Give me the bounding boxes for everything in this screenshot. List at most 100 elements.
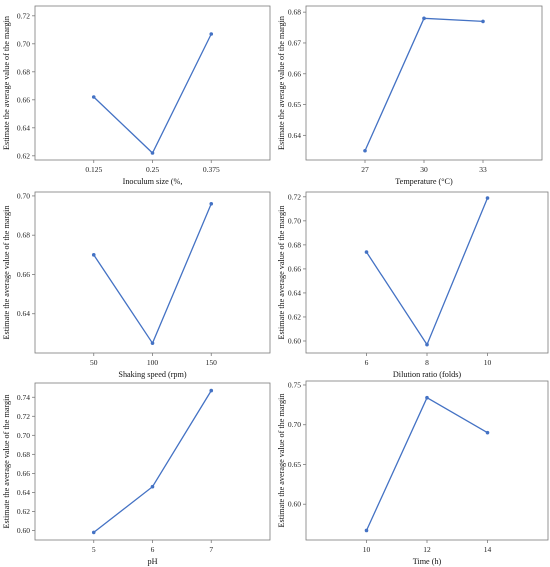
y-tick-label: 0.75 (288, 380, 301, 389)
y-axis-label: Estimate the average value of the margin (2, 16, 11, 150)
y-tick-label: 0.64 (288, 288, 301, 297)
data-point (364, 528, 369, 533)
y-tick-label: 0.66 (288, 264, 301, 273)
y-tick-label: 0.62 (17, 507, 30, 516)
chart-svg: 0.60 0.65 0.70 0.75 10 12 14 Time (h) Estimate t… (277, 380, 549, 566)
data-point (150, 151, 155, 155)
chart-svg: 0.62 0.64 0.66 0.68 0.70 0.72 0.125 0.25 0.375 In… (2, 5, 271, 186)
x-tick-label: 10 (484, 358, 492, 367)
data-point (485, 430, 490, 435)
y-tick-label: 0.64 (17, 488, 30, 497)
y-tick-label: 0.62 (288, 312, 301, 321)
y-tick-label: 0.70 (288, 420, 301, 429)
chart-svg: 0.60 0.62 0.64 0.66 0.68 0.70 0.72 0.74 5 6 7 pH Est… (2, 382, 271, 566)
y-tick-label: 0.74 (17, 393, 30, 402)
x-tick-label: 50 (90, 358, 98, 367)
y-axis-label: Estimate the average value of the margin (277, 16, 286, 150)
x-axis-label: pH (147, 557, 157, 566)
data-point (363, 148, 367, 153)
data-point (209, 32, 214, 36)
chart-panel-5: 0.60 0.62 0.64 0.66 0.68 0.70 0.72 0.74 5 6 7 pH Est… (0, 378, 275, 567)
data-point (425, 395, 429, 400)
data-point (209, 201, 214, 206)
x-tick-label: 150 (206, 358, 218, 367)
series-line (93, 203, 212, 345)
chart-panel-3: 0.64 0.66 0.68 0.70 50 100 150 Shaking speed (r… (0, 189, 275, 379)
y-tick-label: 0.68 (288, 8, 301, 17)
y-tick-label: 0.67 (288, 38, 301, 47)
series-line (365, 396, 488, 531)
y-tick-label: 0.68 (17, 450, 30, 459)
x-tick-label: 27 (361, 165, 369, 174)
x-tick-label: 12 (423, 545, 431, 554)
plot-frame (305, 191, 549, 354)
y-tick-label: 0.60 (288, 336, 301, 345)
y-tick-label: 0.65 (288, 100, 301, 109)
data-point (422, 16, 426, 21)
y-tick-label: 0.60 (288, 500, 301, 509)
x-tick-label: 10 (363, 545, 371, 554)
y-tick-label: 0.64 (17, 123, 30, 132)
x-axis-label: Temperature (°C) (395, 177, 453, 186)
plot-frame (34, 382, 271, 541)
y-tick-label: 0.64 (17, 309, 30, 318)
y-axis-label: Estimate the average value of the margin (277, 394, 286, 528)
y-axis-label: Estimate the average value of the margin (2, 206, 11, 340)
plot-frame (305, 5, 543, 161)
x-tick-label: 33 (479, 165, 487, 174)
x-tick-label: 100 (147, 358, 159, 367)
x-axis-label: Time (h) (413, 557, 442, 566)
x-tick-label: 30 (420, 165, 428, 174)
y-axis-label: Estimate the average value of the margin (2, 395, 11, 529)
x-tick-label: 0.125 (85, 165, 102, 174)
y-tick-label: 0.60 (17, 526, 30, 535)
y-tick-label: 0.70 (17, 431, 30, 440)
y-tick-label: 0.72 (17, 11, 30, 20)
plot-frame (34, 191, 271, 354)
data-point (481, 19, 485, 24)
data-point (209, 388, 214, 393)
x-axis-label: Shaking speed (rpm) (118, 370, 186, 379)
plot-frame (305, 380, 549, 541)
x-tick-label: 5 (92, 545, 96, 554)
x-axis-label: Dilution ratio (folds) (393, 370, 461, 379)
series-line (93, 33, 212, 155)
y-tick-label: 0.65 (288, 460, 301, 469)
plot-frame (34, 5, 271, 161)
y-tick-label: 0.66 (288, 69, 301, 78)
y-axis-label: Estimate the average value of the margin (277, 206, 286, 340)
series-line (365, 197, 489, 346)
y-tick-label: 0.68 (288, 240, 301, 249)
x-axis-label: Inoculum size (%, (123, 177, 183, 186)
data-point (150, 341, 155, 345)
chart-panel-4: 0.60 0.62 0.64 0.66 0.68 0.70 0.72 6 8 10 Dilution… (275, 189, 550, 379)
y-tick-label: 0.70 (288, 216, 301, 225)
data-point (485, 196, 490, 200)
chart-svg: 0.64 0.66 0.68 0.70 50 100 150 Shaking speed (r… (2, 191, 271, 379)
x-tick-label: 7 (209, 545, 213, 554)
chart-panel-2: 0.64 0.65 0.66 0.67 0.68 27 30 33 Temperature (°… (275, 0, 550, 189)
chart-panel-1: 0.62 0.64 0.66 0.68 0.70 0.72 0.125 0.25 0.375 In… (0, 0, 275, 189)
series-line (93, 390, 212, 533)
data-point (150, 484, 155, 489)
data-point (91, 253, 96, 257)
y-tick-label: 0.62 (17, 151, 30, 160)
y-tick-label: 0.70 (17, 191, 30, 200)
y-tick-label: 0.70 (17, 39, 30, 48)
x-tick-label: 14 (484, 545, 492, 554)
y-tick-label: 0.68 (17, 231, 30, 240)
chart-svg: 0.64 0.65 0.66 0.67 0.68 27 30 33 Temperature (°… (277, 5, 543, 186)
chart-svg: 0.60 0.62 0.64 0.66 0.68 0.70 0.72 6 8 10 Dilution… (277, 191, 549, 379)
y-tick-label: 0.66 (17, 95, 30, 104)
y-tick-label: 0.66 (17, 270, 30, 279)
y-tick-label: 0.68 (17, 67, 30, 76)
x-tick-label: 0.375 (203, 165, 220, 174)
x-tick-label: 6 (365, 358, 369, 367)
data-point (425, 342, 429, 347)
data-point (364, 250, 369, 254)
chart-panel-6: 0.60 0.65 0.70 0.75 10 12 14 Time (h) Estimate t… (275, 378, 550, 567)
x-tick-label: 0.25 (146, 165, 159, 174)
y-tick-label: 0.66 (17, 469, 30, 478)
series-line (364, 17, 484, 152)
